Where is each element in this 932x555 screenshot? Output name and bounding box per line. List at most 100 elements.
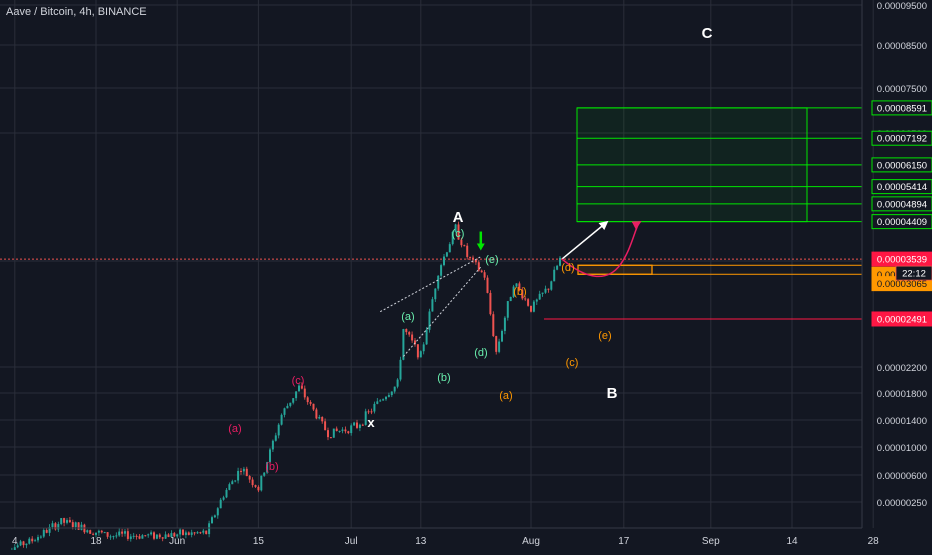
candle-body [202, 530, 205, 533]
candle-body [414, 340, 416, 345]
candle-body [216, 508, 219, 516]
candle-body [19, 541, 22, 546]
x-tick-label: 28 [868, 536, 880, 547]
candle-body [242, 468, 245, 472]
candle-body [37, 537, 39, 541]
y-tick-label: 0.00001400 [877, 416, 927, 427]
x-tick-label: 4 [12, 536, 18, 547]
x-tick-label: 18 [90, 536, 102, 547]
x-tick-label: 15 [253, 536, 265, 547]
candle-body [74, 522, 77, 528]
candle-body [126, 531, 129, 539]
candle-body [428, 311, 431, 330]
y-tick-label: 0.00001000 [877, 443, 927, 454]
candle-body [34, 540, 37, 542]
y-tick-label: 0.00002200 [877, 363, 927, 374]
countdown-label: 22:12 [902, 269, 926, 280]
candle-body [60, 518, 63, 525]
candle-body [347, 431, 350, 434]
candle-body [538, 293, 541, 300]
candle-body [219, 499, 222, 509]
candle-body [161, 537, 164, 539]
candles [0, 221, 561, 555]
candle-body [460, 239, 463, 246]
candle-body [379, 400, 382, 402]
candle-body [31, 538, 34, 542]
price-level-label: 0.00004894 [877, 199, 927, 210]
candle-body [385, 396, 387, 400]
candle-body [184, 532, 187, 535]
candle-body [437, 275, 440, 289]
candle-body [190, 532, 193, 535]
candle-body [327, 430, 329, 438]
candle-body [150, 532, 153, 535]
candle-body [176, 534, 179, 537]
price-level-badge [871, 157, 932, 173]
candle-body [263, 472, 266, 476]
candle-body [158, 534, 161, 538]
wave-label: (e) [598, 330, 611, 342]
candle-body [199, 532, 202, 534]
price-level-label: 0.00005414 [877, 182, 927, 193]
candle-body [509, 297, 512, 302]
candle-body [51, 523, 54, 528]
candle-body [390, 391, 393, 396]
candle-body [28, 538, 31, 544]
candle-body [196, 532, 199, 534]
candle-body [129, 536, 132, 539]
candle-body [451, 231, 454, 245]
candle-body [97, 530, 100, 533]
candle-body [45, 530, 48, 533]
candle-body [260, 475, 263, 491]
candle-body [318, 417, 321, 419]
candle-body [179, 529, 182, 535]
price-level-badge [871, 214, 932, 230]
candle-body [344, 429, 347, 432]
candle-body [205, 530, 208, 535]
candle-body [77, 522, 80, 530]
candle-body [431, 299, 434, 312]
candle-body [524, 298, 527, 300]
candle-body [277, 424, 280, 436]
candle-body [274, 435, 277, 441]
candle-body [25, 543, 28, 546]
candle-body [353, 422, 356, 426]
candle-body [63, 518, 66, 523]
candle-body [466, 245, 469, 257]
y-tick-label: 0.00008500 [877, 41, 927, 52]
candle-body [295, 391, 298, 399]
candle-body [22, 541, 25, 546]
candle-body [208, 523, 211, 535]
candle-body [132, 535, 135, 537]
candle-body [495, 336, 498, 352]
candle-body [419, 351, 422, 358]
candle-body [532, 301, 535, 312]
wave-label: B [607, 385, 618, 402]
candle-body [474, 259, 477, 263]
candle-body [16, 545, 19, 548]
candle-body [103, 532, 106, 534]
candle-body [300, 385, 303, 389]
candle-body [173, 533, 176, 537]
candle-body [512, 286, 515, 298]
candle-body [358, 424, 361, 428]
x-tick-label: 13 [415, 536, 427, 547]
candle-body [544, 288, 547, 293]
y-tick-label: 0.00000250 [877, 498, 927, 509]
candle-body [382, 399, 385, 401]
candle-body [141, 535, 144, 539]
wave-label: x [367, 415, 375, 430]
candle-body [164, 534, 167, 539]
candle-body [234, 480, 237, 482]
candle-body [422, 344, 425, 352]
candle-body [228, 484, 231, 490]
wave-label: (a) [401, 311, 414, 323]
candle-body [66, 520, 68, 523]
price-level-label: 0.00002491 [877, 314, 927, 325]
candle-body [170, 533, 173, 537]
candle-body [286, 405, 289, 409]
x-tick-label: Aug [522, 536, 540, 547]
wave-label: (a) [499, 390, 512, 402]
